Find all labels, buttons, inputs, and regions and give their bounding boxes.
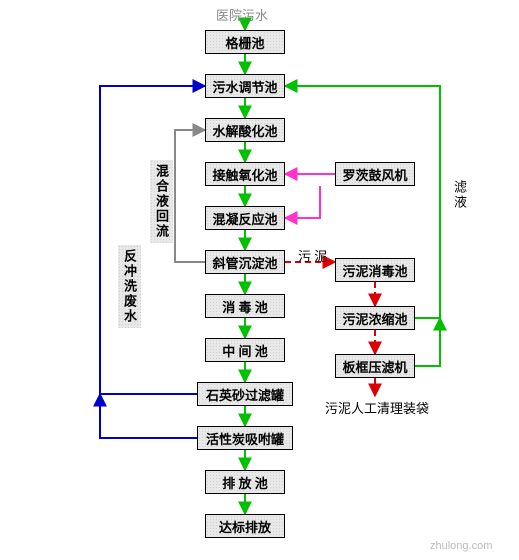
node-n1: 格栅池 [205,30,285,54]
node-n11: 排 放 池 [205,470,285,494]
label-l_sludge: 污 泥 [298,246,327,265]
node-n10: 活性炭吸咐罐 [197,426,293,450]
edge-18 [175,130,205,262]
node-n7: 消 毒 池 [205,294,285,318]
node-nr2: 污泥消毒池 [335,258,415,282]
edge-22 [415,318,440,366]
node-n4: 接触氧化池 [205,162,285,186]
edge-20 [100,394,197,438]
label-l_bag: 污泥人工清理装袋 [325,398,429,417]
node-n5: 混凝反应池 [205,206,285,230]
node-n6: 斜管沉淀池 [205,250,285,274]
node-n12: 达标排放 [205,514,285,538]
label-l_filtrate: 滤液 [450,180,469,210]
node-nr3: 污泥浓缩池 [335,306,415,330]
node-n2: 污水调节池 [205,74,285,98]
node-n3: 水解酸化池 [205,118,285,142]
node-nr4: 板框压滤机 [335,354,415,378]
node-n9: 石英砂过滤罐 [197,382,293,406]
label-l_backwash: 反冲洗废水 [118,245,141,328]
edge-13 [285,186,320,218]
label-l_mix: 混合液回流 [150,160,173,243]
node-n_top: 医院污水 [207,5,277,23]
node-n8: 中 间 池 [205,338,285,362]
edge-21 [285,86,440,318]
node-nr1: 罗茨鼓风机 [335,162,415,186]
watermark: zhulong.com [430,540,492,552]
